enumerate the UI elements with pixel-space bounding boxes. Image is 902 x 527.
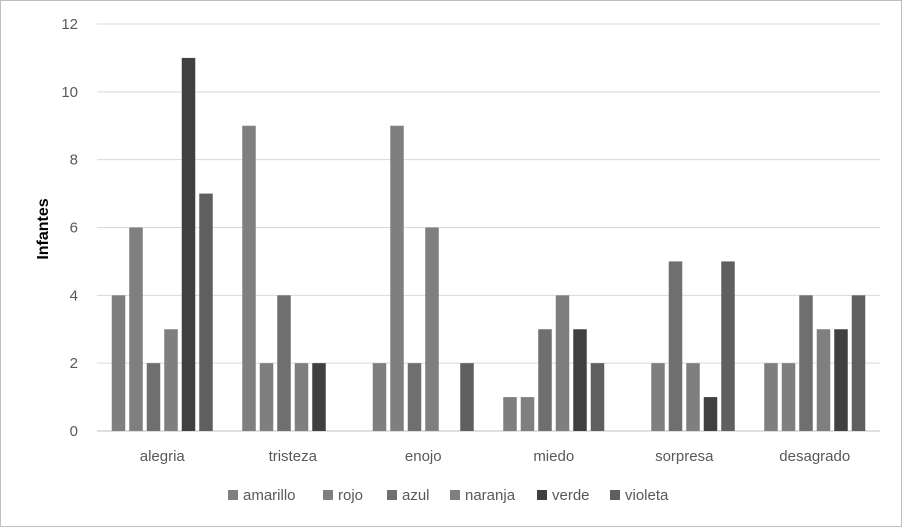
bar-naranja-desagrado	[816, 329, 831, 431]
bar-azul-desagrado	[799, 295, 813, 431]
bar-rojo-alegria	[129, 227, 143, 431]
y-tick-label: 12	[61, 16, 78, 33]
legend: amarillo rojo azul naranja verde violeta	[228, 487, 669, 504]
bar-rojo-sorpresa	[651, 363, 665, 431]
bar-amarillo-miedo	[503, 397, 517, 431]
x-tick-label: miedo	[533, 448, 574, 465]
bar-verde-sorpresa	[703, 397, 718, 431]
x-tick-label: desagrado	[779, 448, 850, 465]
bar-violeta-sorpresa	[721, 261, 735, 431]
y-tick-label: 10	[61, 84, 78, 101]
bar-violeta-enojo	[460, 363, 474, 431]
bar-rojo-enojo	[390, 125, 404, 431]
bar-azul-sorpresa	[668, 261, 683, 431]
bar-naranja-tristeza	[294, 363, 309, 431]
bar-verde-tristeza	[312, 363, 326, 431]
bar-amarillo-desagrado	[764, 363, 778, 431]
legend-swatch-rojo	[323, 490, 333, 500]
legend-label-rojo: rojo	[338, 487, 363, 504]
y-tick-label: 6	[70, 220, 78, 237]
legend-label-violeta: violeta	[625, 487, 669, 504]
x-tick-label: enojo	[405, 448, 442, 465]
gridlines	[97, 23, 880, 432]
legend-label-amarillo: amarillo	[243, 487, 296, 504]
bar-amarillo-alegria	[111, 295, 126, 431]
y-tick-label: 0	[70, 423, 78, 440]
legend-swatch-verde	[537, 490, 547, 500]
y-axis-ticks: 0 2 4 6 8 10 12	[61, 16, 78, 440]
bar-verde-desagrado	[834, 329, 848, 431]
bar-verde-miedo	[573, 329, 587, 431]
legend-label-azul: azul	[402, 487, 430, 504]
x-tick-label: sorpresa	[655, 448, 714, 465]
bar-azul-tristeza	[277, 295, 291, 431]
bar-rojo-tristeza	[259, 363, 274, 431]
bar-violeta-alegria	[199, 193, 213, 431]
y-tick-label: 2	[70, 355, 78, 372]
y-axis-label: Infantes	[35, 198, 52, 259]
bar-amarillo-enojo	[372, 363, 387, 431]
bar-violeta-desagrado	[851, 295, 866, 431]
bar-azul-enojo	[407, 363, 422, 431]
bar-naranja-miedo	[555, 295, 570, 431]
legend-swatch-azul	[387, 490, 397, 500]
x-tick-label: alegria	[140, 448, 186, 465]
x-axis-ticks: alegria tristeza enojo miedo sorpresa desagra…	[140, 448, 850, 465]
bar-naranja-sorpresa	[686, 363, 700, 431]
bar-azul-alegria	[146, 363, 161, 431]
legend-swatch-naranja	[450, 490, 460, 500]
bar-violeta-miedo	[590, 363, 605, 431]
x-tick-label: tristeza	[269, 448, 318, 465]
bars	[111, 57, 866, 432]
bar-naranja-alegria	[164, 329, 178, 431]
y-tick-label: 4	[70, 287, 78, 304]
bar-rojo-desagrado	[781, 363, 796, 431]
legend-label-naranja: naranja	[465, 487, 516, 504]
y-tick-label: 8	[70, 152, 78, 169]
bar-rojo-miedo	[520, 397, 535, 431]
legend-swatch-amarillo	[228, 490, 238, 500]
bar-naranja-enojo	[425, 227, 439, 431]
bar-azul-miedo	[538, 329, 552, 431]
legend-label-verde: verde	[552, 487, 590, 504]
legend-swatch-violeta	[610, 490, 620, 500]
bar-verde-alegria	[181, 57, 196, 432]
bar-amarillo-tristeza	[242, 125, 256, 431]
